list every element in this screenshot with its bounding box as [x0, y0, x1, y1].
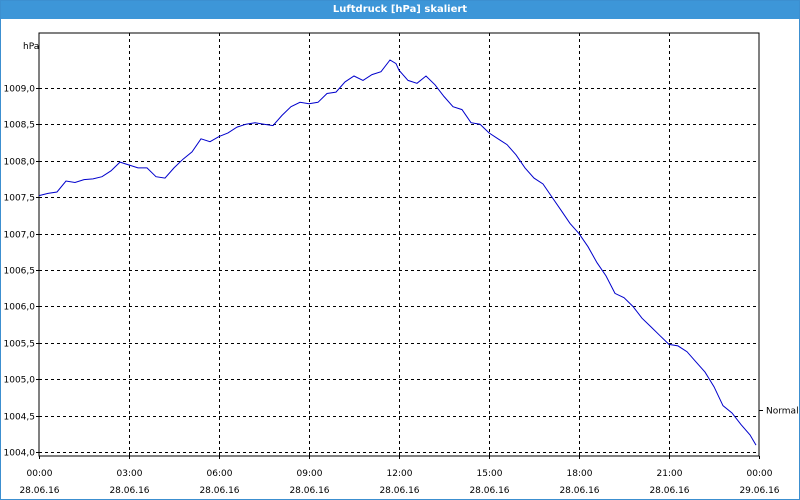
y-tick-label: 1009,0	[4, 85, 36, 95]
pressure-series-line	[38, 59, 757, 446]
y-tick-label: 1007,0	[4, 231, 36, 241]
x-axis: 00:00 28.06.16 03:00 28.06.16 06:00 28.06.16 0…	[19, 456, 780, 496]
x-tick-time-label: 21:00	[657, 469, 683, 479]
x-tick-time-label: 00:00	[747, 469, 773, 479]
x-tick-date-label: 28.06.16	[559, 486, 599, 496]
x-tick-date-label: 29.06.16	[739, 486, 779, 496]
chart-title: Luftdruck [hPa] skaliert	[1, 1, 799, 19]
x-tick-date-label: 28.06.16	[289, 486, 329, 496]
y-tick-label: 1008,0	[4, 158, 36, 168]
y-tick-label: 1006,5	[4, 267, 36, 277]
y-axis-label: hPa	[23, 42, 39, 52]
y-tick-label: 1006,0	[4, 303, 36, 313]
x-tick-date-label: 28.06.16	[109, 486, 149, 496]
x-tick-date-label: 28.06.16	[379, 486, 419, 496]
x-tick-date-label: 28.06.16	[19, 486, 59, 496]
y-tick-label: 1004,0	[4, 449, 36, 459]
y-tick-label: 1005,0	[4, 376, 36, 386]
x-tick-time-label: 15:00	[477, 469, 503, 479]
x-tick-date-label: 28.06.16	[649, 486, 689, 496]
series-layer	[38, 59, 757, 446]
x-tick-time-label: 09:00	[297, 469, 323, 479]
reference-layer: Normal	[759, 407, 799, 417]
x-tick-time-label: 12:00	[387, 469, 413, 479]
reference-label: Normal	[766, 407, 799, 417]
x-tick-date-label: 28.06.16	[199, 486, 239, 496]
grid-lines	[39, 33, 759, 456]
y-tick-label: 1005,5	[4, 340, 36, 350]
x-tick-time-label: 06:00	[207, 469, 233, 479]
y-tick-label: 1008,5	[4, 121, 36, 131]
x-tick-date-label: 28.06.16	[469, 486, 509, 496]
x-tick-time-label: 03:00	[117, 469, 143, 479]
y-axis: 1004,0 1004,5 1005,0 1005,5 1006,0 1006,5 1007…	[4, 85, 39, 459]
x-tick-time-label: 00:00	[27, 469, 53, 479]
y-tick-label: 1007,5	[4, 194, 36, 204]
y-tick-label: 1004,5	[4, 413, 36, 423]
x-tick-time-label: 18:00	[567, 469, 593, 479]
